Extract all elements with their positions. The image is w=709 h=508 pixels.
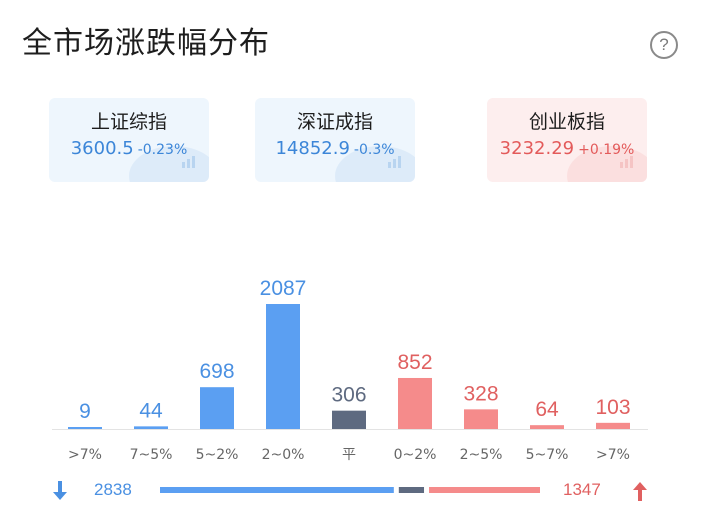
- index-name: 深证成指: [296, 111, 373, 133]
- bar[interactable]: [332, 410, 366, 429]
- bar-value-label: 328: [463, 382, 498, 405]
- index-name: 创业板指: [528, 111, 605, 133]
- bar[interactable]: [68, 427, 102, 429]
- trend-chart-icon: [182, 156, 195, 168]
- bar[interactable]: [398, 377, 432, 429]
- x-tick-label: 5~2%: [196, 447, 239, 463]
- bar-value-label: 44: [139, 399, 163, 422]
- index-value: 3600.5: [70, 138, 134, 159]
- bar[interactable]: [134, 426, 168, 429]
- bar[interactable]: [464, 409, 498, 429]
- index-change: -0.23%: [137, 142, 188, 158]
- index-card-shanghai[interactable]: 上证综指 3600.5 -0.23%: [49, 98, 209, 182]
- bar[interactable]: [596, 422, 630, 429]
- x-tick-label: 2~0%: [262, 447, 305, 463]
- bar-value-label: 64: [535, 398, 559, 421]
- trend-chart-icon: [388, 156, 401, 168]
- trend-chart-icon: [620, 156, 633, 168]
- arrow-up-icon: [633, 482, 647, 501]
- bar-value-label: 852: [397, 351, 432, 374]
- bar-value-label: 698: [199, 360, 234, 383]
- index-value: 3232.29: [499, 138, 575, 159]
- x-tick-label: 5~7%: [526, 447, 569, 463]
- up-ratio-bar: [429, 487, 540, 493]
- bar[interactable]: [266, 304, 300, 429]
- bar[interactable]: [530, 425, 564, 429]
- x-tick-label: 0~2%: [394, 447, 437, 463]
- page-title: 全市场涨跌幅分布: [22, 26, 270, 61]
- up-total: 1347: [563, 480, 601, 499]
- x-tick-label: 平: [342, 447, 356, 463]
- down-ratio-bar: [160, 487, 394, 493]
- help-icon[interactable]: ?: [650, 31, 678, 59]
- x-tick-label: >7%: [68, 447, 102, 463]
- down-total: 2838: [94, 480, 132, 499]
- bar-value-label: 103: [595, 396, 630, 419]
- index-change: -0.3%: [353, 142, 395, 158]
- bar[interactable]: [200, 387, 234, 429]
- flat-ratio-bar: [398, 487, 425, 493]
- bar-value-label: 9: [79, 400, 91, 423]
- bar-value-label: 306: [331, 384, 366, 407]
- index-name: 上证综指: [90, 111, 167, 133]
- arrow-down-icon: [53, 481, 67, 500]
- index-card-shenzhen[interactable]: 深证成指 14852.9 -0.3%: [255, 98, 415, 182]
- x-tick-label: 7~5%: [130, 447, 173, 463]
- index-card-chinext[interactable]: 创业板指 3232.29 +0.19%: [487, 98, 647, 182]
- index-value: 14852.9: [275, 138, 350, 159]
- x-tick-label: 2~5%: [460, 447, 503, 463]
- x-tick-label: >7%: [596, 447, 630, 463]
- index-change: +0.19%: [578, 142, 635, 158]
- bar-value-label: 2087: [260, 277, 307, 300]
